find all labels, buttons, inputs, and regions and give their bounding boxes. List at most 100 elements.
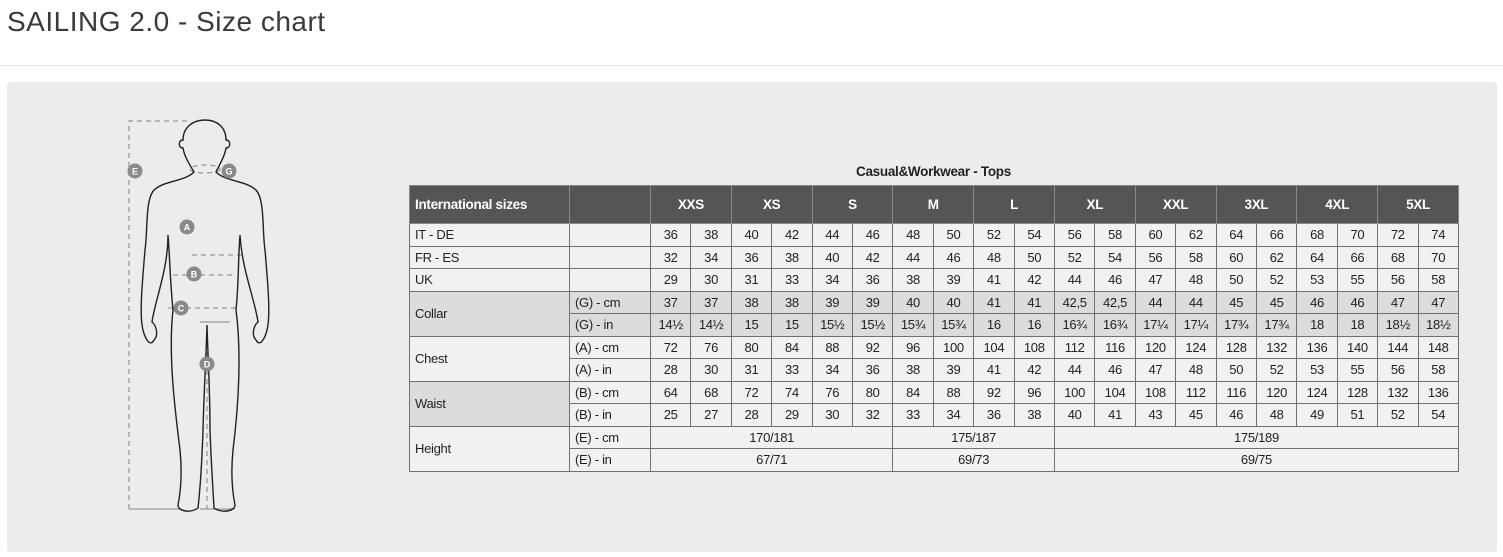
table-cell: 144 xyxy=(1377,335,1419,359)
table-cell: 60 xyxy=(1134,223,1177,247)
table-cell: 128 xyxy=(1336,380,1379,404)
marker-a: A xyxy=(179,219,195,235)
table-cell: 76 xyxy=(690,335,732,359)
svg-text:B: B xyxy=(191,270,198,280)
table-cell: 108 xyxy=(1013,335,1055,359)
table-row: (B) - in 25 27 28 29 30 32 33 34 36 38 40 41 43 45 46 48… xyxy=(410,403,1459,427)
table-cell: 28 xyxy=(730,403,773,427)
table-cell: 124 xyxy=(1296,380,1338,404)
table-cell: 17¼ xyxy=(1175,313,1217,337)
table-cell: 40 xyxy=(811,245,853,269)
table-cell: 47 xyxy=(1134,358,1177,382)
row-label: FR - ES xyxy=(409,245,570,269)
table-cell: 80 xyxy=(851,380,894,404)
table-cell: 92 xyxy=(851,335,894,359)
table-cell: 48 xyxy=(1175,268,1217,292)
table-cell: 108 xyxy=(1134,380,1177,404)
table-cell: 33 xyxy=(771,268,813,292)
table-cell: 41 xyxy=(1094,403,1136,427)
table-cell: 54 xyxy=(1417,403,1459,427)
table-cell: 120 xyxy=(1255,380,1298,404)
marker-d: D xyxy=(199,356,215,372)
table-cell: 76 xyxy=(811,380,853,404)
table-cell: 140 xyxy=(1336,335,1379,359)
table-cell: 38 xyxy=(771,290,813,314)
header-size-xs: XS xyxy=(730,185,813,224)
table-cell: 47 xyxy=(1134,268,1177,292)
header-size-l: L xyxy=(973,185,1055,224)
marker-e: E xyxy=(127,163,143,179)
svg-text:G: G xyxy=(225,167,232,177)
table-cell: 48 xyxy=(1175,358,1217,382)
table-cell: 32 xyxy=(851,403,894,427)
table-cell: 41 xyxy=(973,358,1015,382)
table-cell: 64 xyxy=(649,380,692,404)
table-cell: 96 xyxy=(1013,380,1055,404)
table-cell: 96 xyxy=(892,335,934,359)
table-cell: 52 xyxy=(973,223,1015,247)
table-cell: 17¾ xyxy=(1215,313,1257,337)
table-cell: 42 xyxy=(1013,358,1055,382)
table-cell: 45 xyxy=(1255,290,1298,314)
table-cell: 68 xyxy=(690,380,732,404)
table-cell: 72 xyxy=(1377,223,1419,247)
table-cell: 41 xyxy=(973,268,1015,292)
table-cell: 25 xyxy=(649,403,692,427)
table-cell: 40 xyxy=(730,223,773,247)
table-cell: 56 xyxy=(1053,223,1096,247)
table-cell: 50 xyxy=(932,223,975,247)
table-cell: 53 xyxy=(1296,268,1338,292)
marker-c: C xyxy=(173,300,189,316)
table-cell: 42 xyxy=(771,223,813,247)
table-cell: 66 xyxy=(1336,245,1379,269)
table-cell: 44 xyxy=(892,245,934,269)
table-cell: 32 xyxy=(649,245,692,269)
table-cell: 40 xyxy=(892,290,934,314)
table-cell: 44 xyxy=(1053,358,1096,382)
header-size-xxs: XXS xyxy=(650,185,732,224)
table-cell: 39 xyxy=(932,268,975,292)
table-cell: 72 xyxy=(730,380,773,404)
table-cell: 48 xyxy=(1255,403,1298,427)
svg-text:C: C xyxy=(178,304,185,314)
table-cell: 46 xyxy=(1094,268,1136,292)
table-cell: 27 xyxy=(690,403,732,427)
row-unit xyxy=(569,268,651,292)
header-size-m: M xyxy=(892,185,975,224)
table-cell: 17¾ xyxy=(1255,313,1298,337)
table-cell: 52 xyxy=(1255,358,1298,382)
table-cell: 124 xyxy=(1175,335,1217,359)
table-cell: 49 xyxy=(1296,403,1338,427)
table-cell-span: 69/73 xyxy=(892,448,1055,472)
table-cell: 46 xyxy=(1296,290,1338,314)
header-international-sizes: International sizes xyxy=(409,185,570,224)
table-cell: 128 xyxy=(1215,335,1257,359)
table-cell: 74 xyxy=(771,380,813,404)
table-cell: 42,5 xyxy=(1094,290,1136,314)
table-cell: 44 xyxy=(1134,290,1177,314)
table-cell: 28 xyxy=(649,358,692,382)
table-cell-span: 67/71 xyxy=(649,448,894,472)
table-cell: 38 xyxy=(771,245,813,269)
table-row: IT - DE 36 38 40 42 44 46 48 50 52 54 56 58 60 62 64 66 6… xyxy=(409,223,1459,247)
table-row: (E) - in 67/71 69/73 69/75 xyxy=(410,448,1459,472)
table-cell: 42,5 xyxy=(1053,290,1096,314)
table-cell: 54 xyxy=(1013,223,1055,247)
table-cell: 80 xyxy=(730,335,773,359)
row-unit: (B) - in xyxy=(569,403,651,427)
table-cell: 112 xyxy=(1053,335,1096,359)
table-cell: 33 xyxy=(771,358,813,382)
table-cell: 92 xyxy=(973,380,1015,404)
table-cell: 33 xyxy=(892,403,934,427)
table-title: Casual&Workwear - Tops xyxy=(856,164,1011,179)
table-cell: 116 xyxy=(1094,335,1136,359)
header-size-3xl: 3XL xyxy=(1215,185,1298,224)
svg-text:A: A xyxy=(184,223,191,233)
table-cell: 34 xyxy=(932,403,975,427)
table-cell: 56 xyxy=(1134,245,1177,269)
header-size-xl: XL xyxy=(1053,185,1136,224)
table-cell: 136 xyxy=(1296,335,1338,359)
table-cell-span: 175/187 xyxy=(892,425,1055,449)
table-cell: 68 xyxy=(1296,223,1338,247)
table-cell: 38 xyxy=(892,358,934,382)
